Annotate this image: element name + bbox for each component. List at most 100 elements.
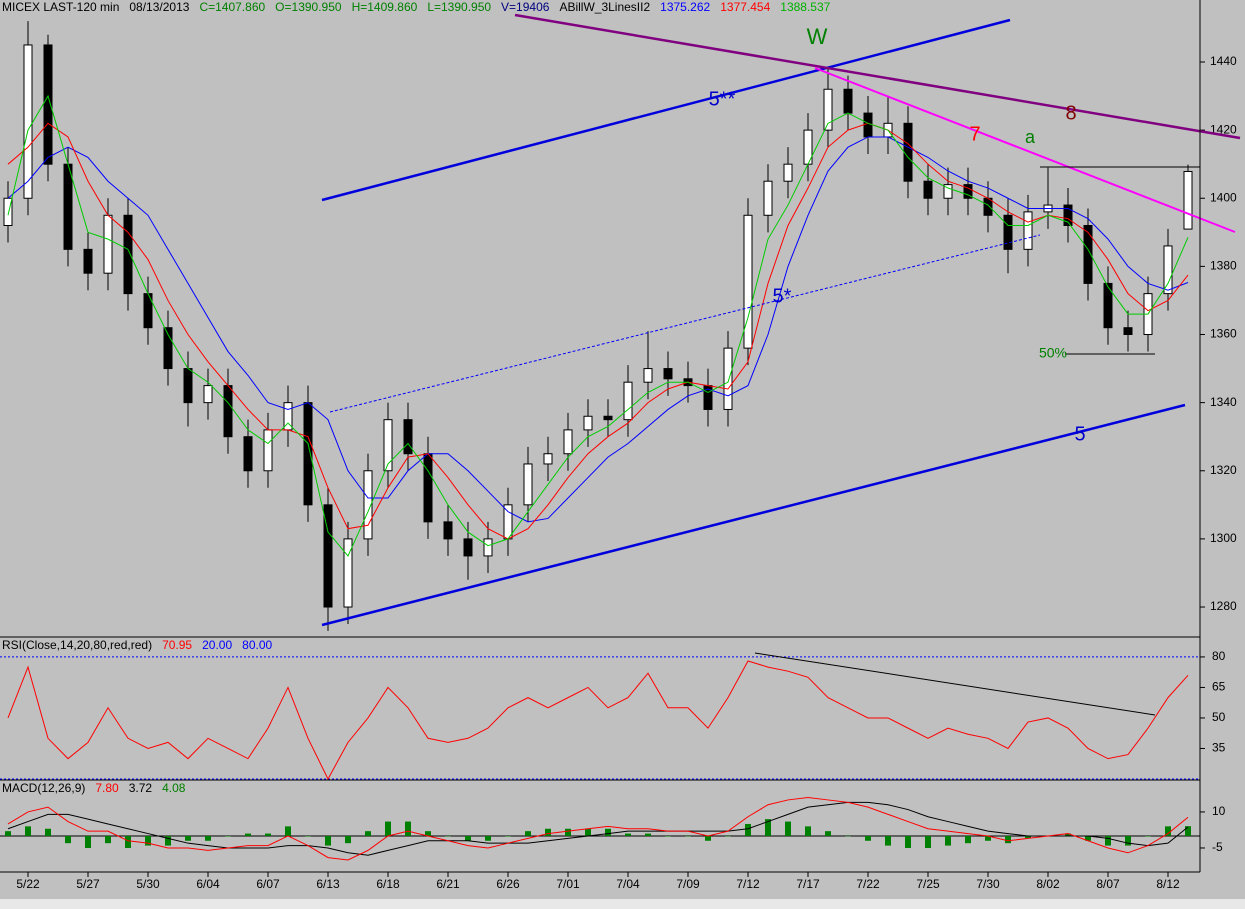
candle-body — [983, 197, 993, 216]
histogram-bar — [185, 835, 191, 841]
candle-body — [323, 504, 333, 608]
candle-body — [763, 180, 773, 216]
candle-body — [823, 88, 833, 131]
histogram-bar — [965, 835, 971, 844]
histogram-bar — [205, 835, 211, 841]
header-text: C=1407.860 — [199, 0, 265, 14]
y-tick-label: 1280 — [1210, 599, 1237, 613]
header-text: 70.95 — [162, 638, 192, 652]
histogram-bar — [45, 828, 51, 836]
histogram-bar — [465, 835, 471, 841]
candle-body — [163, 327, 173, 370]
histogram-bar — [1165, 826, 1171, 836]
histogram-bar — [685, 835, 691, 837]
histogram-bar — [65, 835, 71, 844]
y-tick-label: 1300 — [1210, 531, 1237, 545]
histogram-bar — [865, 835, 871, 841]
histogram-bar — [285, 826, 291, 836]
candle-body — [563, 429, 573, 455]
moving-average — [7, 122, 1189, 540]
header-text: 4.08 — [162, 781, 186, 795]
histogram-bar — [345, 835, 351, 844]
annotation: 8 — [1065, 102, 1076, 124]
candle-body — [23, 44, 33, 199]
histogram-bar — [905, 835, 911, 848]
header-text: 7.80 — [95, 781, 119, 795]
candle-body — [403, 419, 413, 455]
candle-body — [1063, 204, 1073, 227]
trendline — [329, 234, 1041, 413]
x-tick-label: 8/02 — [1036, 877, 1060, 891]
y-tick-label: 1340 — [1210, 395, 1237, 409]
histogram-bar — [925, 835, 931, 848]
x-tick-label: 8/12 — [1156, 877, 1180, 891]
histogram-bar — [605, 828, 611, 836]
candle-body — [1003, 214, 1013, 250]
y-tick-label: -5 — [1212, 840, 1223, 854]
candle-body — [243, 436, 253, 472]
x-tick-label: 5/27 — [76, 877, 100, 891]
candle-body — [383, 419, 393, 472]
status-bar — [0, 899, 1245, 909]
histogram-bar — [805, 826, 811, 836]
candle-body — [1023, 211, 1033, 250]
candle-body — [183, 368, 193, 404]
histogram-bar — [325, 835, 331, 846]
candle-body — [643, 368, 653, 383]
header-text: MACD(12,26,9) — [2, 781, 85, 795]
header-text: MICEX LAST-120 min — [2, 0, 119, 14]
header-text: O=1390.950 — [275, 0, 342, 14]
header-text: H=1409.860 — [352, 0, 418, 14]
candle-body — [123, 214, 133, 295]
y-tick-label: 35 — [1212, 741, 1226, 755]
annotation: 5* — [773, 285, 792, 307]
y-tick-label: 80 — [1212, 649, 1226, 663]
histogram-bar — [85, 835, 91, 848]
macd-line — [7, 797, 1189, 861]
x-tick-label: 6/04 — [196, 877, 220, 891]
histogram-bar — [1145, 835, 1151, 837]
candle-body — [443, 521, 453, 540]
candle-body — [63, 163, 73, 250]
x-tick-label: 6/21 — [436, 877, 460, 891]
histogram-bar — [1085, 835, 1091, 841]
histogram-bar — [705, 835, 711, 841]
header-text: 1375.262 — [660, 0, 710, 14]
histogram-bar — [725, 835, 731, 837]
annotation: W — [807, 24, 828, 49]
x-tick-label: 6/18 — [376, 877, 400, 891]
histogram-bar — [1185, 826, 1191, 836]
candle-body — [963, 184, 973, 199]
histogram-bar — [1025, 835, 1031, 839]
histogram-bar — [745, 823, 751, 836]
candle-body — [363, 470, 373, 540]
rsi-line — [7, 660, 1189, 781]
histogram-bar — [645, 833, 651, 836]
moving-average — [7, 94, 1189, 557]
candle-body — [83, 248, 93, 274]
histogram-bar — [1105, 835, 1111, 846]
x-tick-label: 7/09 — [676, 877, 700, 891]
x-tick-label: 7/12 — [736, 877, 760, 891]
candle-body — [543, 453, 553, 465]
trendlines — [321, 13, 1241, 716]
annotation: 5 — [1074, 423, 1085, 445]
trendline — [514, 13, 1241, 140]
moving-average — [7, 136, 1189, 523]
candle-body — [523, 463, 533, 506]
x-tick-label: 6/07 — [256, 877, 280, 891]
x-tick-label: 7/04 — [616, 877, 640, 891]
header-text: L=1390.950 — [427, 0, 491, 14]
candle-body — [723, 347, 733, 410]
y-tick-label: 1400 — [1210, 190, 1237, 204]
header-text: 3.72 — [129, 781, 153, 795]
histogram-bar — [25, 826, 31, 836]
annotation: a — [1025, 127, 1036, 147]
candle-body — [43, 44, 53, 165]
candle-body — [843, 88, 853, 114]
histogram-bar — [945, 835, 951, 846]
y-tick-label: 65 — [1212, 680, 1226, 694]
histogram-bar — [525, 831, 531, 836]
histogram-bar — [5, 831, 11, 836]
